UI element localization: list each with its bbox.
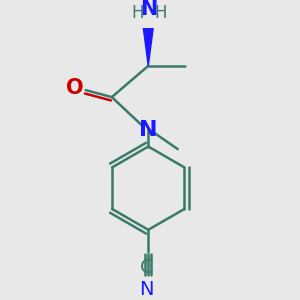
Text: N: N (140, 0, 158, 19)
Text: N: N (139, 280, 154, 299)
Text: O: O (67, 78, 84, 98)
Text: H: H (154, 4, 167, 22)
Text: N: N (139, 120, 158, 140)
Text: C: C (140, 258, 153, 278)
Text: H: H (132, 4, 144, 22)
Polygon shape (143, 26, 154, 66)
